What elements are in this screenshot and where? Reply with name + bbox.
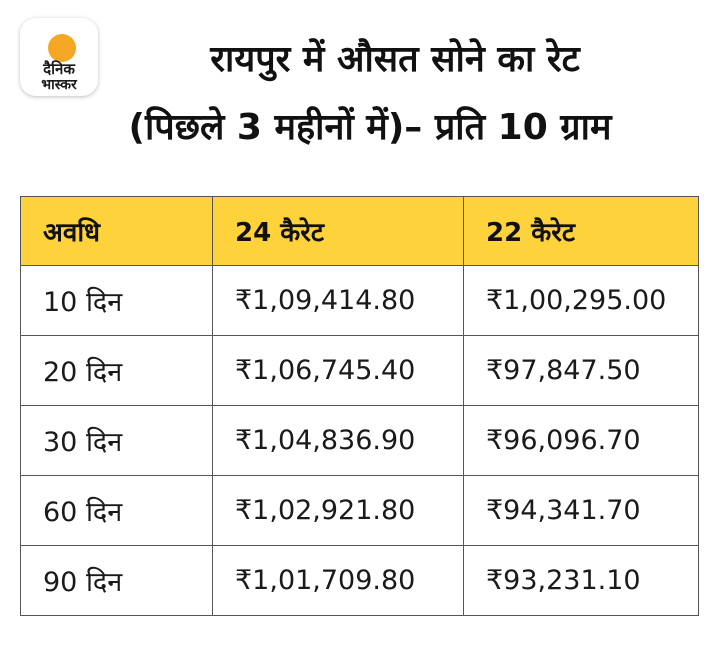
period-cell: 20 दिन [20,335,213,406]
table-row: 90 दिन ₹1,01,709.80 ₹93,231.10 [20,545,699,616]
logo-text-line2: भास्कर [41,77,77,93]
rate-24k-cell: ₹1,04,836.90 [212,405,464,476]
table-row: 10 दिन ₹1,09,414.80 ₹1,00,295.00 [20,265,699,336]
column-header-24-carat: 24 कैरेट [212,196,464,266]
column-header-22-carat: 22 कैरेट [463,196,699,266]
page-title-line2: (पिछले 3 महीनों में)– प्रति 10 ग्राम [128,107,612,148]
rate-22k-cell: ₹93,231.10 [463,545,699,616]
period-cell: 60 दिन [20,475,213,546]
rate-22k-cell: ₹1,00,295.00 [463,265,699,336]
logo-text-line1: दैनिक [43,60,75,78]
header: दैनिक भास्कर रायपुर में औसत सोने का रेट … [0,0,720,180]
rate-24k-cell: ₹1,06,745.40 [212,335,464,406]
gold-rate-table: अवधि 24 कैरेट 22 कैरेट 10 दिन ₹1,09,414.… [20,196,699,616]
rate-24k-cell: ₹1,09,414.80 [212,265,464,336]
table-row: 30 दिन ₹1,04,836.90 ₹96,096.70 [20,405,699,476]
table-row: 20 दिन ₹1,06,745.40 ₹97,847.50 [20,335,699,406]
column-header-period: अवधि [20,196,213,266]
sun-icon [48,34,76,62]
rate-22k-cell: ₹96,096.70 [463,405,699,476]
rate-24k-cell: ₹1,01,709.80 [212,545,464,616]
table-header-row: अवधि 24 कैरेट 22 कैरेट [20,196,699,266]
table-row: 60 दिन ₹1,02,921.80 ₹94,341.70 [20,475,699,546]
page-title-line1: रायपुर में औसत सोने का रेट [210,39,580,80]
rate-22k-cell: ₹97,847.50 [463,335,699,406]
period-cell: 90 दिन [20,545,213,616]
rate-22k-cell: ₹94,341.70 [463,475,699,546]
period-cell: 10 दिन [20,265,213,336]
rate-24k-cell: ₹1,02,921.80 [212,475,464,546]
dainik-bhaskar-logo: दैनिक भास्कर [20,18,98,96]
period-cell: 30 दिन [20,405,213,476]
